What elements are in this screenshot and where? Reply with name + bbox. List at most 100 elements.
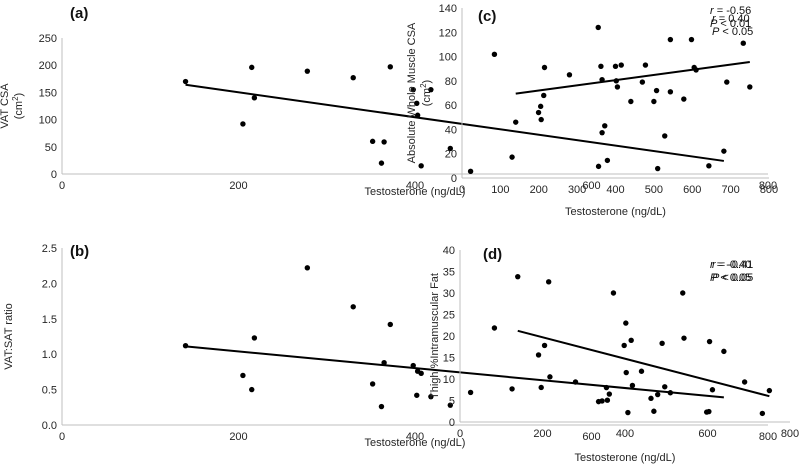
data-point [667,89,674,95]
x-axis-label: Testosterone (ng/dL) [565,206,666,218]
data-point [604,157,611,164]
data-point [653,87,660,94]
data-point [651,98,657,105]
data-point [447,402,453,408]
data-point [515,273,521,280]
data-point [598,63,604,69]
y-tick-label: 1.5 [42,314,57,326]
x-tick-label: 0 [459,184,465,196]
data-point [414,392,420,398]
panel-label: (b) [70,243,89,260]
panel-label: (d) [483,246,502,263]
data-point [249,386,255,393]
stat-r-symbol: r [712,259,717,271]
y-tick-label: 30 [443,288,455,300]
data-point [491,51,498,58]
data-point [724,79,730,85]
data-point [706,338,713,345]
data-point [612,63,619,69]
data-point [509,386,515,392]
data-point [414,112,421,118]
data-point [606,391,613,397]
panel-c: 0 100 200 300 400 500 600 700 800 0 20 40 60 80 100 120… [406,3,778,218]
data-point [662,384,668,390]
data-point [642,62,649,68]
x-tick-label: 800 [781,428,799,440]
data-point [628,337,634,343]
data-point [545,279,552,285]
y-tick-label: 2.0 [42,278,57,290]
data-point [304,68,311,74]
data-point [628,98,634,105]
stat-p-symbol: P [712,26,720,38]
data-point [428,86,434,93]
y-tick-label: 35 [443,267,455,279]
stat-p-value: < 0.05 [719,272,753,284]
data-point [467,168,474,174]
data-point [681,335,687,341]
data-point [418,163,424,169]
panel-a: 0 200 400 600 800050100150200250Testosterone… [0,5,777,198]
y-tick-label: 40 [445,124,457,136]
data-point [541,64,548,71]
x-tick-label: 0 [59,180,65,192]
data-point [667,390,674,396]
x-tick-label: 600 [582,180,600,192]
y-tick-label: 250 [39,33,57,45]
x-tick-label: 500 [645,184,663,196]
data-point [535,109,542,116]
data-point [249,64,255,71]
data-point [547,374,553,380]
y-axis-unit-label: (cm2) [11,93,25,119]
data-point [599,76,605,83]
y-tick-label: 20 [443,331,455,343]
stat-r-value: = 0.40 [716,13,750,25]
x-tick-label: 600 [582,431,600,443]
y-unit-pre: (cm [421,88,433,106]
x-tick-label: 800 [760,184,778,196]
y-tick-label: 100 [439,52,457,64]
data-point [240,372,246,379]
y-tick-label: 100 [39,115,57,127]
data-point [538,116,544,123]
data-point [681,96,687,102]
data-point [741,379,748,385]
data-point [537,103,544,110]
y-unit-sup: 2 [11,96,20,101]
y-tick-label: 0 [51,169,57,181]
data-point [182,78,189,85]
data-point [381,359,387,366]
x-axis-label: Testosterone (ng/dL) [575,452,676,464]
stat-p-value: < 0.05 [719,26,753,38]
x-tick-label: 0 [59,431,65,443]
stat-r-value: = -0.40 [714,259,752,271]
data-point [667,36,674,43]
x-tick-label: 700 [721,184,739,196]
x-tick-label: 400 [606,184,624,196]
data-point [721,348,727,355]
data-point [602,123,608,129]
y-tick-label: 15 [443,353,455,365]
data-point [240,121,246,127]
data-point [614,84,621,90]
data-point [513,119,519,125]
data-point [491,325,498,331]
y-tick-label: 150 [39,87,57,99]
x-tick-label: 800 [759,431,777,443]
stat-p-value: < 0.05 [717,272,751,284]
y-tick-label: 20 [445,149,457,161]
panel-label: (a) [70,5,88,22]
x-tick-label: 200 [229,180,247,192]
data-point [369,138,376,145]
stat-r: r = -0.40 [710,259,751,271]
data-point [629,382,636,389]
x-tick-label: 800 [759,180,777,192]
y-tick-label: 10 [443,374,455,386]
data-point [447,145,453,152]
stat-p-symbol: P [710,272,718,284]
y-unit-post: ) [13,93,25,97]
x-axis-label: Testosterone (ng/dL) [365,186,466,198]
stat-r-value: = -0.56 [714,5,752,17]
y-unit-post: ) [421,80,433,84]
data-point [662,133,668,139]
